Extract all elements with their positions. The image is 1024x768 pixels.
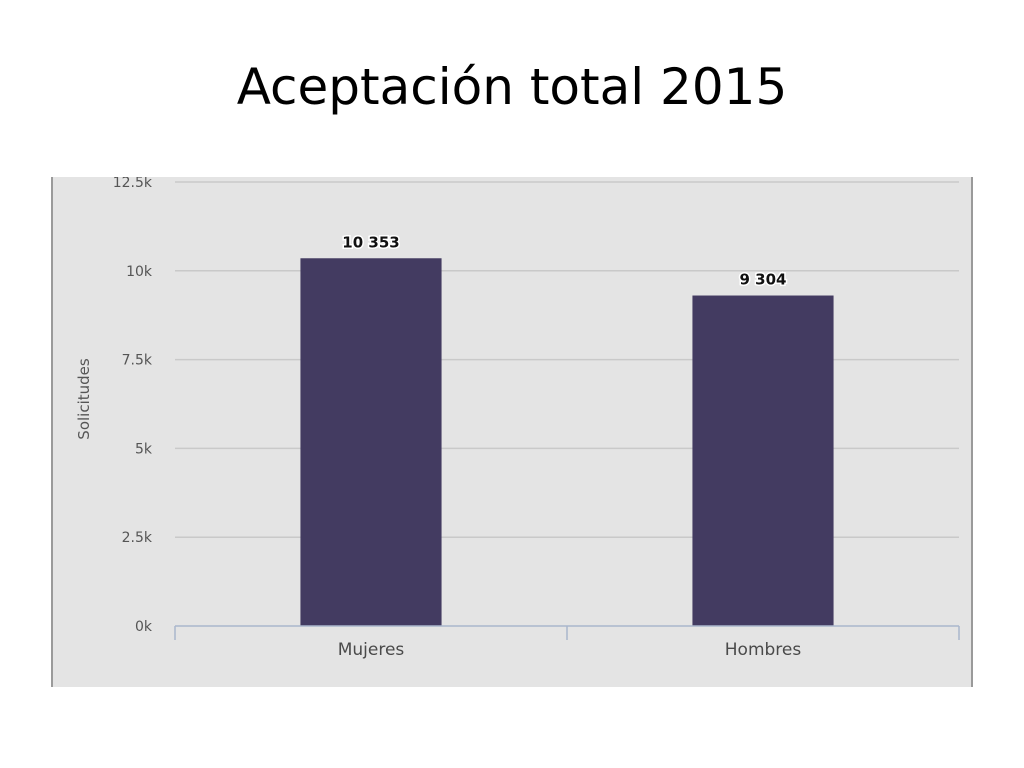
data-labels: 10 353 9 304 [341, 232, 788, 290]
y-tick-label: 0k [135, 619, 153, 635]
x-axis: Mujeres Hombres [174, 625, 960, 660]
grid-lines [175, 181, 959, 538]
y-axis-ticks: 0k 2.5k 5k 7.5k 10k 12.5k [113, 177, 153, 635]
data-label: 9 304 [740, 271, 787, 289]
bar-chart: 0k 2.5k 5k 7.5k 10k 12.5k 10 353 9 304 Mujeres… [75, 177, 960, 660]
y-tick-label: 2.5k [122, 530, 153, 546]
chart-panel: 0k 2.5k 5k 7.5k 10k 12.5k 10 353 9 304 Mujeres… [51, 177, 973, 687]
x-category-label: Hombres [725, 640, 802, 660]
y-tick-label: 12.5k [113, 177, 153, 191]
y-tick-label: 5k [135, 441, 153, 457]
slide-title: Aceptación total 2015 [236, 58, 788, 116]
bars [300, 258, 834, 626]
x-category-label: Mujeres [338, 640, 405, 660]
bar-hombres [692, 295, 834, 626]
y-tick-label: 7.5k [122, 353, 153, 369]
y-axis-title: Solicitudes [75, 358, 93, 440]
y-tick-label: 10k [126, 264, 153, 280]
bar-mujeres [300, 258, 442, 626]
data-label: 10 353 [342, 233, 399, 251]
